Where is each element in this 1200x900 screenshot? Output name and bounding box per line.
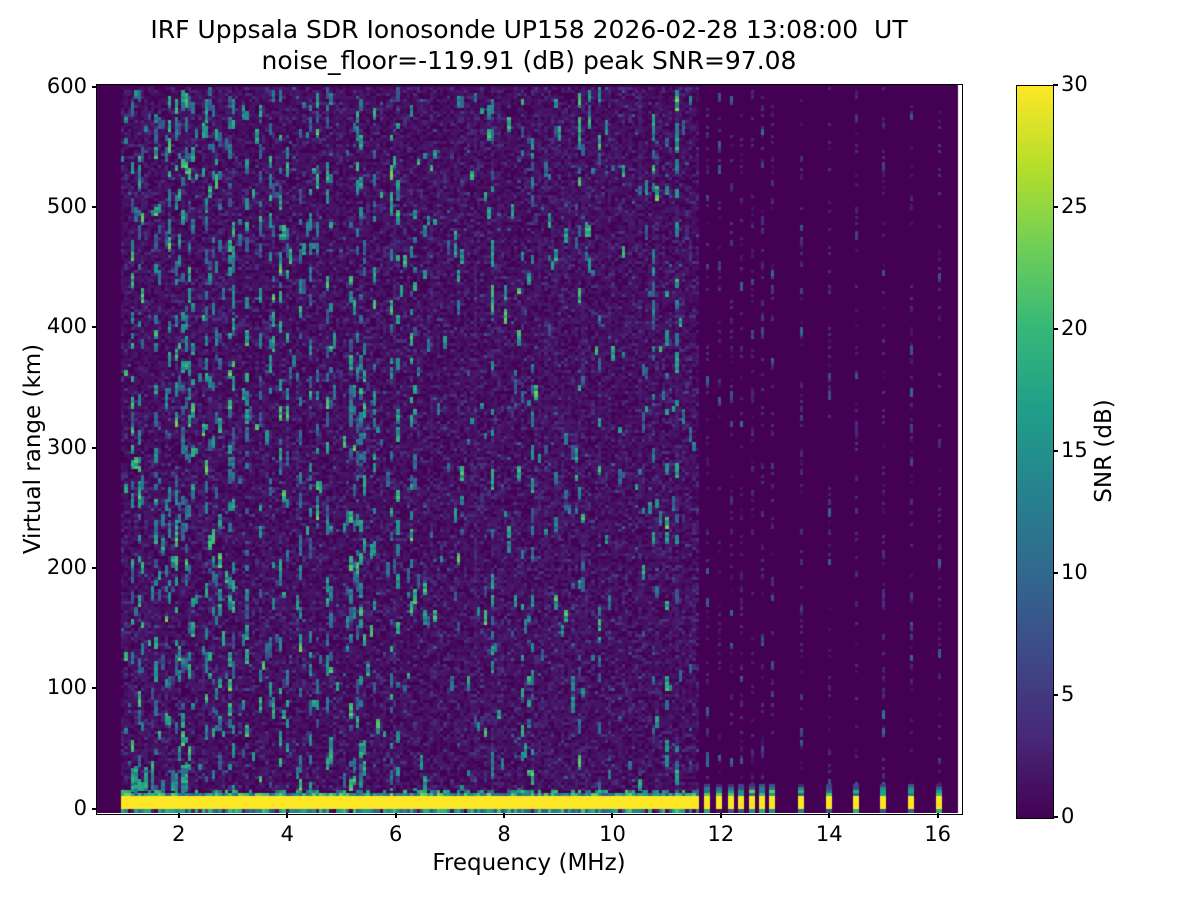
- y-tick-mark: [92, 206, 97, 209]
- colorbar-tick-mark: [1053, 450, 1058, 452]
- y-tick-label: 300: [46, 434, 87, 459]
- y-tick-mark: [92, 326, 97, 329]
- x-tick-label: 4: [280, 822, 294, 846]
- y-tick-label: 200: [46, 555, 87, 580]
- y-tick-label: 0: [73, 795, 87, 820]
- title-block: IRF Uppsala SDR Ionosonde UP158 2026-02-…: [97, 14, 961, 76]
- x-tick-mark: [394, 813, 397, 818]
- x-tick-label: 16: [924, 822, 952, 846]
- y-tick-label: 600: [46, 73, 87, 98]
- colorbar-tick-label: 0: [1061, 804, 1075, 828]
- chart-title: IRF Uppsala SDR Ionosonde UP158 2026-02-…: [150, 15, 908, 44]
- x-tick-mark: [177, 813, 180, 818]
- y-tick-mark: [92, 687, 97, 690]
- x-tick-mark: [936, 813, 939, 818]
- x-tick-mark: [286, 813, 289, 818]
- y-tick-mark: [92, 807, 97, 810]
- y-tick-mark: [92, 85, 97, 88]
- x-tick-label: 6: [388, 822, 403, 846]
- colorbar-tick-mark: [1053, 328, 1058, 330]
- x-tick-label: 2: [172, 822, 186, 846]
- y-axis-label: Virtual range (km): [20, 343, 46, 555]
- colorbar: [1016, 85, 1054, 819]
- x-tick-label: 14: [815, 822, 843, 846]
- x-tick-label: 10: [599, 822, 626, 846]
- x-tick-mark: [828, 813, 831, 818]
- colorbar-tick-mark: [1053, 572, 1058, 574]
- x-tick-mark: [503, 813, 506, 818]
- heatmap-canvas: [97, 85, 961, 813]
- colorbar-tick-label: 15: [1061, 438, 1088, 462]
- y-tick-label: 500: [46, 194, 87, 219]
- colorbar-label: SNR (dB): [1091, 399, 1117, 503]
- colorbar-tick-label: 30: [1061, 72, 1088, 96]
- x-tick-mark: [611, 813, 614, 818]
- chart-subtitle: noise_floor=-119.91 (dB) peak SNR=97.08: [261, 46, 797, 75]
- y-tick-mark: [92, 567, 97, 570]
- y-tick-mark: [92, 446, 97, 449]
- colorbar-tick-mark: [1053, 694, 1058, 696]
- y-tick-label: 100: [46, 675, 87, 700]
- y-tick-label: 400: [46, 314, 87, 339]
- colorbar-tick-mark: [1053, 84, 1058, 86]
- x-tick-label: 12: [707, 822, 735, 846]
- colorbar-tick-mark: [1053, 206, 1058, 208]
- colorbar-tick-label: 25: [1061, 194, 1088, 218]
- colorbar-tick-label: 10: [1061, 560, 1088, 584]
- x-tick-label: 8: [497, 822, 511, 846]
- colorbar-tick-label: 20: [1061, 316, 1088, 340]
- colorbar-tick-mark: [1053, 816, 1058, 818]
- colorbar-tick-label: 5: [1061, 682, 1075, 706]
- x-axis-label: Frequency (MHz): [432, 850, 626, 876]
- x-tick-mark: [719, 813, 722, 818]
